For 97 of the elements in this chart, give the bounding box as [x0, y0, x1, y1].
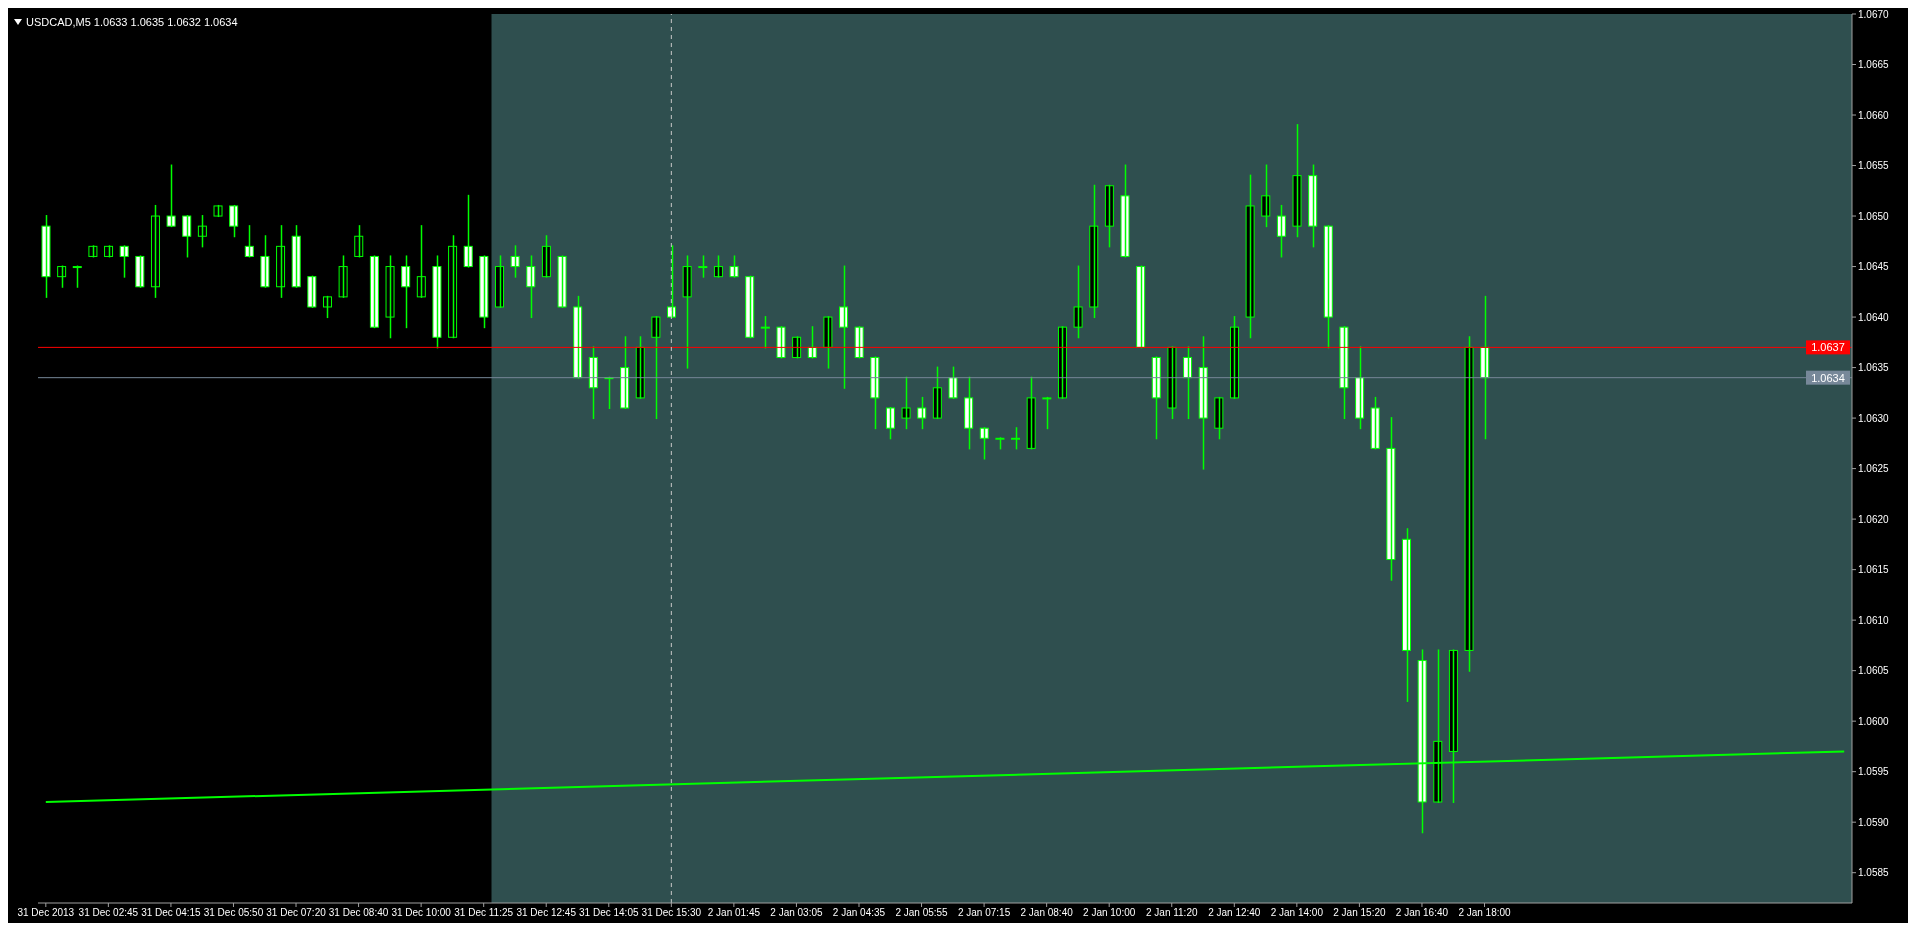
candlestick [1167, 345, 1177, 420]
candlestick [307, 274, 317, 309]
candlestick [197, 214, 207, 249]
candlestick [667, 244, 677, 319]
y-tick-label: 1.0630 [1858, 412, 1890, 424]
candlestick [1308, 163, 1318, 249]
x-tick-label: 2 Jan 11:20 [1145, 907, 1198, 919]
y-tick-label: 1.0645 [1858, 261, 1890, 273]
candlestick [760, 315, 770, 350]
candlestick [917, 396, 927, 430]
y-tick-label: 1.0590 [1858, 816, 1890, 828]
y-tick-label: 1.0655 [1858, 160, 1890, 172]
ref-line-label: 1.0634 [1811, 371, 1845, 384]
x-tick-label: 2 Jan 07:15 [957, 907, 1011, 919]
y-tick-label: 1.0625 [1858, 463, 1890, 475]
y-tick-label: 1.0600 [1858, 715, 1890, 727]
x-tick-label: 31 Dec 15:30 [641, 907, 702, 919]
candlestick [1386, 416, 1396, 582]
candlestick [182, 214, 192, 259]
candlestick [1011, 426, 1021, 451]
x-tick-label: 2 Jan 16:40 [1395, 907, 1449, 919]
candlestick [479, 254, 489, 329]
x-tick-label: 31 Dec 08:40 [328, 907, 389, 919]
y-tick-label: 1.0595 [1858, 766, 1890, 778]
candlestick [1370, 396, 1380, 451]
candlestick [416, 224, 426, 299]
x-tick-label: 2 Jan 18:00 [1458, 907, 1512, 919]
y-tick-label: 1.0615 [1858, 564, 1890, 576]
candlestick [839, 264, 849, 390]
candlestick [322, 295, 332, 319]
candlestick [1104, 183, 1114, 249]
x-tick-label: 31 Dec 14:05 [579, 907, 639, 919]
candlestick [260, 234, 270, 289]
x-tick-label: 31 Dec 04:15 [141, 907, 202, 919]
candlestick [72, 264, 82, 289]
y-tick-label: 1.0660 [1858, 109, 1890, 121]
candlestick [229, 204, 239, 238]
candlestick [1323, 224, 1333, 350]
x-tick-label: 2 Jan 03:05 [770, 907, 824, 919]
candlestick [885, 406, 895, 441]
candlestick [495, 254, 504, 309]
candlestick [1339, 325, 1349, 420]
candlestick [1245, 173, 1255, 340]
candlestick [901, 375, 911, 430]
candlestick [698, 254, 708, 279]
chart-title: USDCAD,M5 1.0633 1.0635 1.0632 1.0634 [26, 16, 238, 28]
candlestick [1276, 204, 1286, 259]
x-tick-label: 2 Jan 04:35 [832, 907, 886, 919]
x-tick-label: 31 Dec 05:50 [203, 907, 264, 919]
y-tick-label: 1.0670 [1858, 8, 1890, 20]
y-tick-label: 1.0635 [1858, 362, 1890, 374]
candlestick [432, 254, 442, 350]
candlestick [1464, 335, 1474, 673]
x-tick-label: 31 Dec 07:20 [266, 907, 327, 919]
x-tick-label: 2 Jan 14:00 [1270, 907, 1324, 919]
y-tick-label: 1.0605 [1858, 665, 1890, 677]
candlestick [964, 375, 974, 451]
x-tick-label: 31 Dec 2013 [17, 907, 75, 919]
y-tick-label: 1.0640 [1858, 311, 1890, 323]
candlestick [1026, 375, 1036, 451]
y-tick-label: 1.0585 [1858, 867, 1890, 879]
candlestick [745, 274, 755, 340]
candlestick [1214, 396, 1224, 441]
y-tick-label: 1.0620 [1858, 513, 1890, 525]
candlestick [1261, 163, 1271, 228]
x-tick-label: 2 Jan 08:40 [1020, 907, 1074, 919]
candlestick [385, 254, 395, 340]
candlestick [1292, 123, 1302, 238]
x-tick-label: 2 Jan 10:00 [1083, 907, 1136, 919]
candlestick [1089, 183, 1099, 319]
x-tick-label: 31 Dec 12:45 [516, 907, 577, 919]
y-tick-label: 1.0665 [1858, 59, 1890, 71]
candlestick [166, 163, 176, 228]
y-tick-label: 1.0610 [1858, 614, 1890, 626]
candlestick [557, 254, 567, 309]
candlestick [932, 365, 942, 420]
candlestick [948, 365, 958, 400]
candlestick [41, 214, 51, 299]
candlestick [776, 325, 786, 360]
x-tick-label: 2 Jan 01:45 [707, 907, 761, 919]
x-tick-label: 31 Dec 10:00 [391, 907, 452, 919]
x-tick-label: 2 Jan 15:20 [1333, 907, 1386, 919]
ref-line-label: 1.0637 [1811, 341, 1845, 354]
candlestick [823, 315, 833, 370]
candlestick [338, 254, 348, 299]
candlestick [1042, 396, 1052, 430]
candlestick [651, 315, 661, 420]
x-tick-label: 31 Dec 11:25 [454, 907, 514, 919]
y-tick-label: 1.0650 [1858, 210, 1890, 222]
candlestick [682, 254, 692, 370]
candlestick [1120, 163, 1130, 259]
x-tick-label: 31 Dec 02:45 [78, 907, 139, 919]
candlestick [510, 244, 520, 279]
x-tick-label: 2 Jan 12:40 [1208, 907, 1261, 919]
candlestick [729, 254, 739, 279]
x-tick-label: 2 Jan 05:55 [895, 907, 949, 919]
candlestick [1073, 264, 1083, 340]
